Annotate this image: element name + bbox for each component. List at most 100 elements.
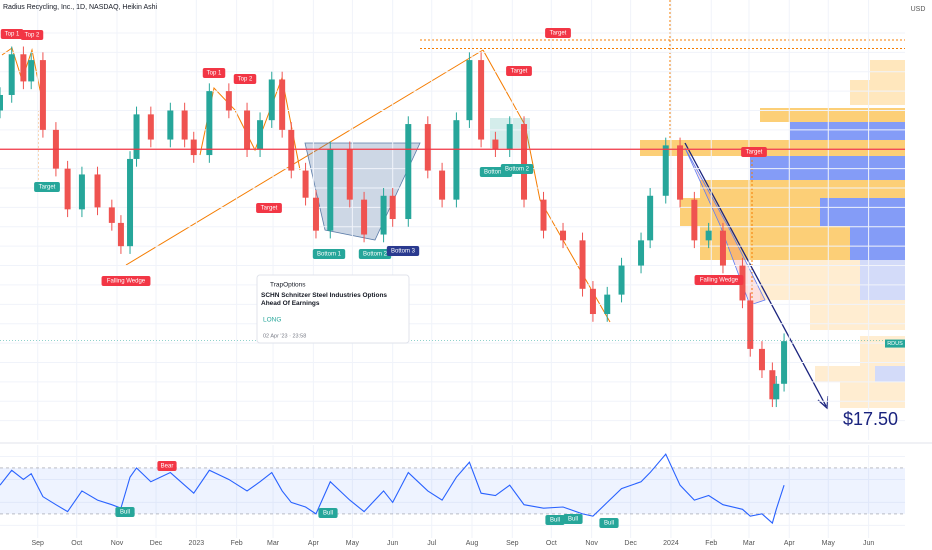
candle-body [302, 170, 309, 198]
annotation: Target [511, 69, 528, 75]
candle-body [439, 170, 446, 200]
candle-body [506, 124, 513, 150]
candle-body [225, 91, 232, 111]
x-tick-label: Nov [585, 540, 598, 547]
annotation: Bottom 1 [484, 170, 509, 176]
annotation: Bottom 3 [391, 249, 416, 255]
candle-body [244, 110, 251, 150]
candle-body [8, 54, 15, 95]
candle-body [0, 94, 3, 111]
annotation: Target [39, 185, 56, 191]
annotation: Bull [604, 521, 614, 527]
x-tick-label: Jun [387, 540, 398, 547]
annotation: Bull [550, 518, 560, 524]
candle-body [64, 168, 71, 210]
candle-body [279, 79, 286, 130]
annotation-bubble [563, 514, 583, 524]
candle-body [719, 230, 726, 266]
annotation: Falling Wedge [107, 279, 146, 285]
candle-body [560, 230, 567, 241]
candle-body [28, 60, 35, 82]
card-headline-box: SCHN Schnitzer Steel Industries Options … [261, 292, 387, 307]
annotation: Top 1 [5, 32, 20, 38]
x-tick-label: 2023 [189, 540, 205, 547]
candle-body [190, 139, 197, 156]
candle-body [346, 149, 353, 200]
candle-body [181, 110, 188, 140]
x-tick-label: 2024 [663, 540, 679, 547]
candle-body [453, 120, 460, 200]
annotation: Falling Wedge [700, 278, 739, 284]
x-tick-label: Nov [111, 540, 124, 547]
candle-body [662, 145, 669, 196]
arrow-head [817, 395, 829, 410]
candle-body [589, 288, 596, 315]
candle-body [167, 110, 174, 140]
candle-body [127, 158, 134, 247]
x-tick-label: May [822, 540, 836, 547]
candle-body [206, 91, 213, 156]
projection-label: $17.50 [843, 409, 898, 429]
x-tick-label: Apr [308, 540, 320, 547]
annotation: Bull [120, 510, 130, 516]
annotation-bubble [115, 507, 135, 517]
annotation-bubble [358, 249, 392, 259]
symbol-tag [885, 339, 905, 348]
annotation-bubble [545, 28, 571, 38]
annotation-bubble [0, 29, 24, 39]
x-tick-label: Oct [546, 540, 557, 547]
candle-body [781, 341, 788, 384]
candle-body [492, 139, 499, 150]
card-frame [256, 274, 410, 344]
candle-body [747, 300, 754, 349]
candle-body [147, 114, 154, 140]
x-tick-label: Oct [71, 540, 82, 547]
candle-body [466, 60, 473, 121]
idea-card: TrapOptions SCHN Schnitzer Steel Industr… [256, 274, 410, 344]
annotation-bubble [101, 276, 151, 286]
candle-body [405, 124, 412, 220]
candle-body [638, 240, 645, 266]
candle-body [424, 124, 431, 171]
x-tick-label: Mar [267, 540, 280, 547]
x-tick-label: Sep [506, 540, 519, 547]
x-tick-label: Apr [784, 540, 796, 547]
x-tick-label: Dec [624, 540, 637, 547]
candle-body [380, 195, 387, 235]
x-tick-label: Mar [743, 540, 756, 547]
candle-body [361, 199, 368, 235]
candle-body [773, 383, 780, 400]
candle-body [94, 174, 101, 208]
candle-body [288, 129, 295, 171]
x-tick-label: Jun [863, 540, 874, 547]
candle-body [521, 124, 528, 200]
annotation-bubble [202, 68, 226, 78]
annotation: Bottom 2 [363, 252, 388, 258]
candle-body [20, 54, 27, 82]
candle-body [540, 199, 547, 231]
x-tick-label: Jul [427, 540, 436, 547]
annotation: Top 2 [238, 77, 253, 83]
candle-body [312, 197, 319, 231]
chart-title: Radius Recycling, Inc., 1D, NASDAQ, Heik… [3, 4, 158, 11]
annotation: Bottom 2 [505, 167, 530, 173]
candle-body [78, 174, 85, 210]
annotation-bubble [233, 74, 257, 84]
annotation-bubble [694, 275, 744, 285]
card-author: TrapOptions [270, 282, 306, 289]
annotation: Bull [323, 511, 333, 517]
candle-body [478, 60, 485, 140]
candle-body [389, 195, 396, 220]
currency: USD [911, 6, 926, 13]
candle-body [618, 265, 625, 295]
candle-body [327, 149, 334, 231]
annotation: Target [746, 150, 763, 156]
annotation-bubble [741, 147, 767, 157]
annotation-bubble [506, 66, 532, 76]
annotation: Bottom 1 [317, 252, 342, 258]
annotation: Bull [568, 517, 578, 523]
annotation-bubble [157, 461, 177, 471]
candle-body [769, 370, 776, 400]
candle-body [604, 294, 611, 315]
candle-body [691, 199, 698, 241]
